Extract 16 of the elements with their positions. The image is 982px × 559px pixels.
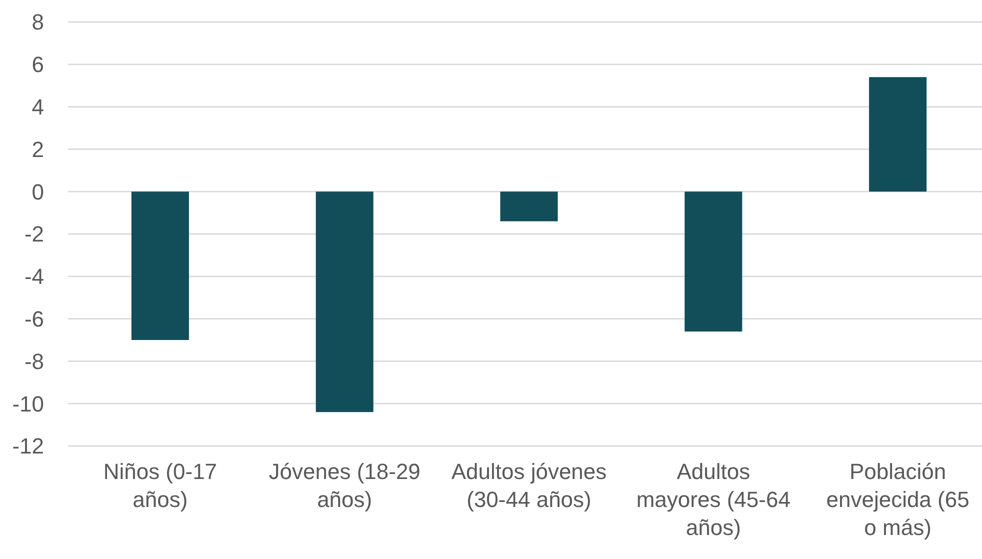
x-tick-label: Niños (0-17 años): [103, 459, 218, 512]
x-tick-label: Jóvenes (18-29 años): [268, 459, 420, 512]
x-tick-label: Adultos jóvenes (30-44 años): [451, 459, 607, 512]
y-tick-label: 4: [32, 94, 44, 120]
y-tick-label: -4: [24, 264, 44, 290]
y-tick-label: -6: [24, 306, 44, 332]
y-tick-label: 6: [32, 52, 44, 78]
y-tick-label: 2: [32, 136, 44, 162]
y-tick-label: -8: [24, 348, 44, 374]
y-tick-label: 8: [32, 10, 44, 35]
x-tick-label: Población envejecida (65 o más): [826, 459, 970, 540]
x-tick-label: Adultos mayores (45-64 años): [636, 459, 790, 540]
y-tick-label: -2: [24, 222, 44, 247]
y-tick-label: -12: [12, 434, 44, 459]
y-tick-label: -10: [12, 391, 44, 416]
y-tick-label: 0: [32, 179, 44, 204]
